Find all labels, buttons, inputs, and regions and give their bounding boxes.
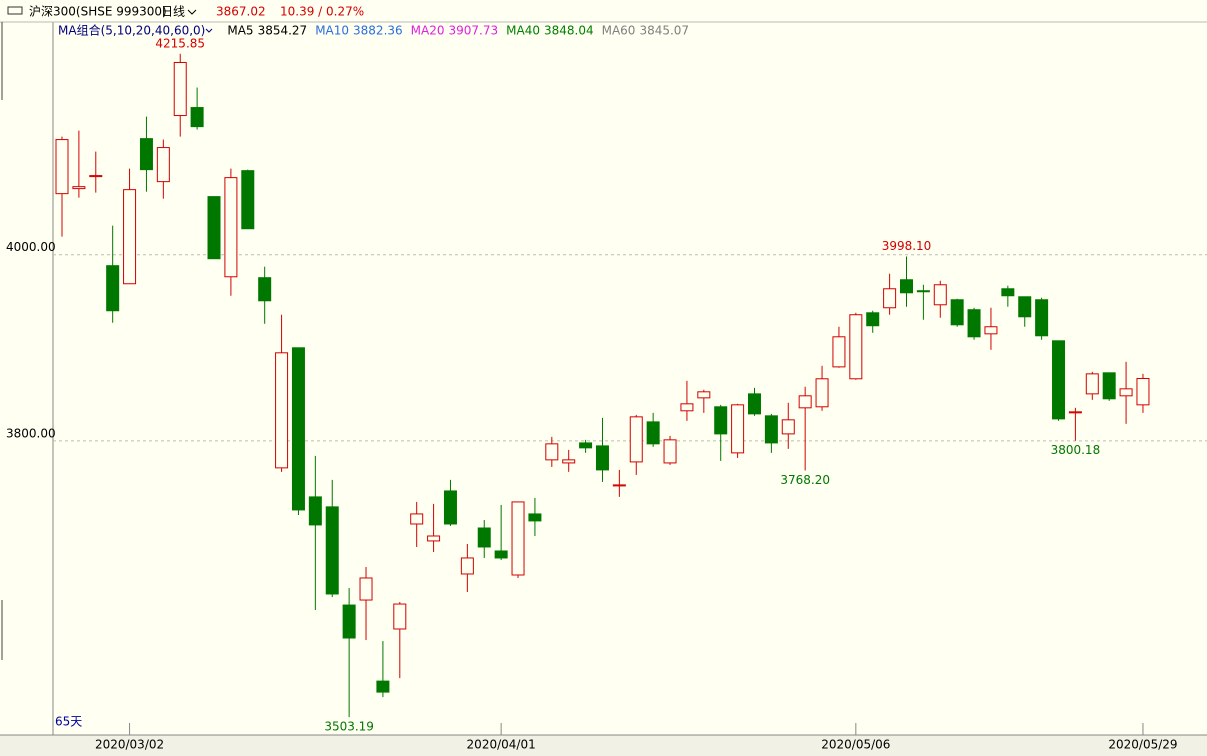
candle-body [866,312,880,327]
candle-body [1085,373,1099,395]
candle-body [477,527,491,548]
candle-body [325,506,339,595]
candle-body [393,603,407,630]
candle-body [342,604,356,639]
candle-body [173,61,187,117]
candle-body [1052,340,1066,420]
candle-body [511,501,525,576]
candle-body [1068,411,1082,414]
candle-body [832,336,846,368]
candle-body [595,445,609,471]
ma-value: 3848.04 [544,24,594,38]
header-icon[interactable] [7,6,23,15]
ma-dropdown[interactable] [205,28,213,33]
candle-body [680,403,694,412]
candle-body [224,177,238,278]
candle-body [55,139,69,195]
days-label: 65天 [55,715,82,729]
candle-body [528,513,542,522]
candle-body [984,326,998,335]
candle-body [950,299,964,326]
candle-body [933,284,947,306]
candle-body [1136,377,1150,406]
x-tick-label: 2020/05/06 [821,738,890,752]
candle-body [359,577,373,601]
ma-name: MA20 [411,24,445,38]
candle-body [258,277,272,302]
candle-body [443,490,457,525]
ma-name: MA10 [315,24,349,38]
candle-body [139,138,153,171]
candle-body [308,496,322,526]
candle-body [207,196,221,260]
candle-body [849,314,863,380]
period[interactable]: 日线 [161,5,185,19]
candle-body [781,419,795,435]
candle-body [798,395,812,409]
period-dropdown[interactable] [187,9,197,15]
candle-body [967,309,981,338]
price: 3867.02 [216,5,266,19]
ma-group[interactable]: MA组合(5,10,20,40,60,0) [58,23,205,38]
ma-value: 3845.07 [639,24,689,38]
candle-body [900,279,913,294]
candle-body [612,484,626,487]
ma-name: MA60 [602,24,636,38]
candle-body [697,391,711,399]
y-tick-label: 4000.00 [6,240,56,254]
candle-body [764,415,778,444]
candle-body [123,189,137,285]
candle-body [1001,288,1015,297]
candle-body [747,393,761,415]
extreme-label: 4215.85 [155,36,205,50]
date-bar [0,735,1207,756]
x-tick-label: 2020/05/29 [1108,738,1177,752]
candle-body [883,288,897,309]
candle-body [714,406,728,435]
candle-body [156,147,170,183]
candle-body [106,265,120,312]
candle-body [1035,299,1049,337]
ma-value: 3854.27 [258,24,308,38]
candle-body [579,442,593,449]
candle-body [916,290,930,293]
candle-body [562,459,576,464]
candle-body [460,557,474,575]
candle-body [1018,296,1032,318]
y-tick-label: 3800.00 [6,426,56,440]
candle-body [427,535,441,542]
change: 10.39 / 0.27% [280,5,364,19]
candle-body [275,352,289,469]
symbol: 沪深300(SHSE 999300) [29,5,167,19]
ma-name: MA5 [227,24,253,38]
candle-body [629,416,643,463]
x-tick-label: 2020/04/01 [467,738,536,752]
extreme-label: 3800.18 [1051,443,1101,457]
candle-body [410,513,424,525]
candle-body [731,404,745,454]
candle-body [1102,372,1116,400]
candle-body [1119,388,1133,397]
candle-body [663,439,677,464]
candle-body [241,170,255,230]
candle-body [376,680,390,693]
candle-body [815,378,829,408]
extreme-label: 3768.20 [780,473,830,487]
candle-body [494,550,508,559]
candle-body [545,443,559,461]
candle-body [646,421,660,445]
x-tick-label: 2020/03/02 [95,738,164,752]
ma-name: MA40 [506,24,540,38]
extreme-label: 3998.10 [882,239,932,253]
candle-body [72,186,86,190]
candle-body [89,175,103,178]
candle-body [291,347,305,511]
extreme-label: 3503.19 [324,720,374,734]
ma-value: 3907.73 [449,24,499,38]
ma-value: 3882.36 [353,24,403,38]
candle-body [190,107,204,128]
